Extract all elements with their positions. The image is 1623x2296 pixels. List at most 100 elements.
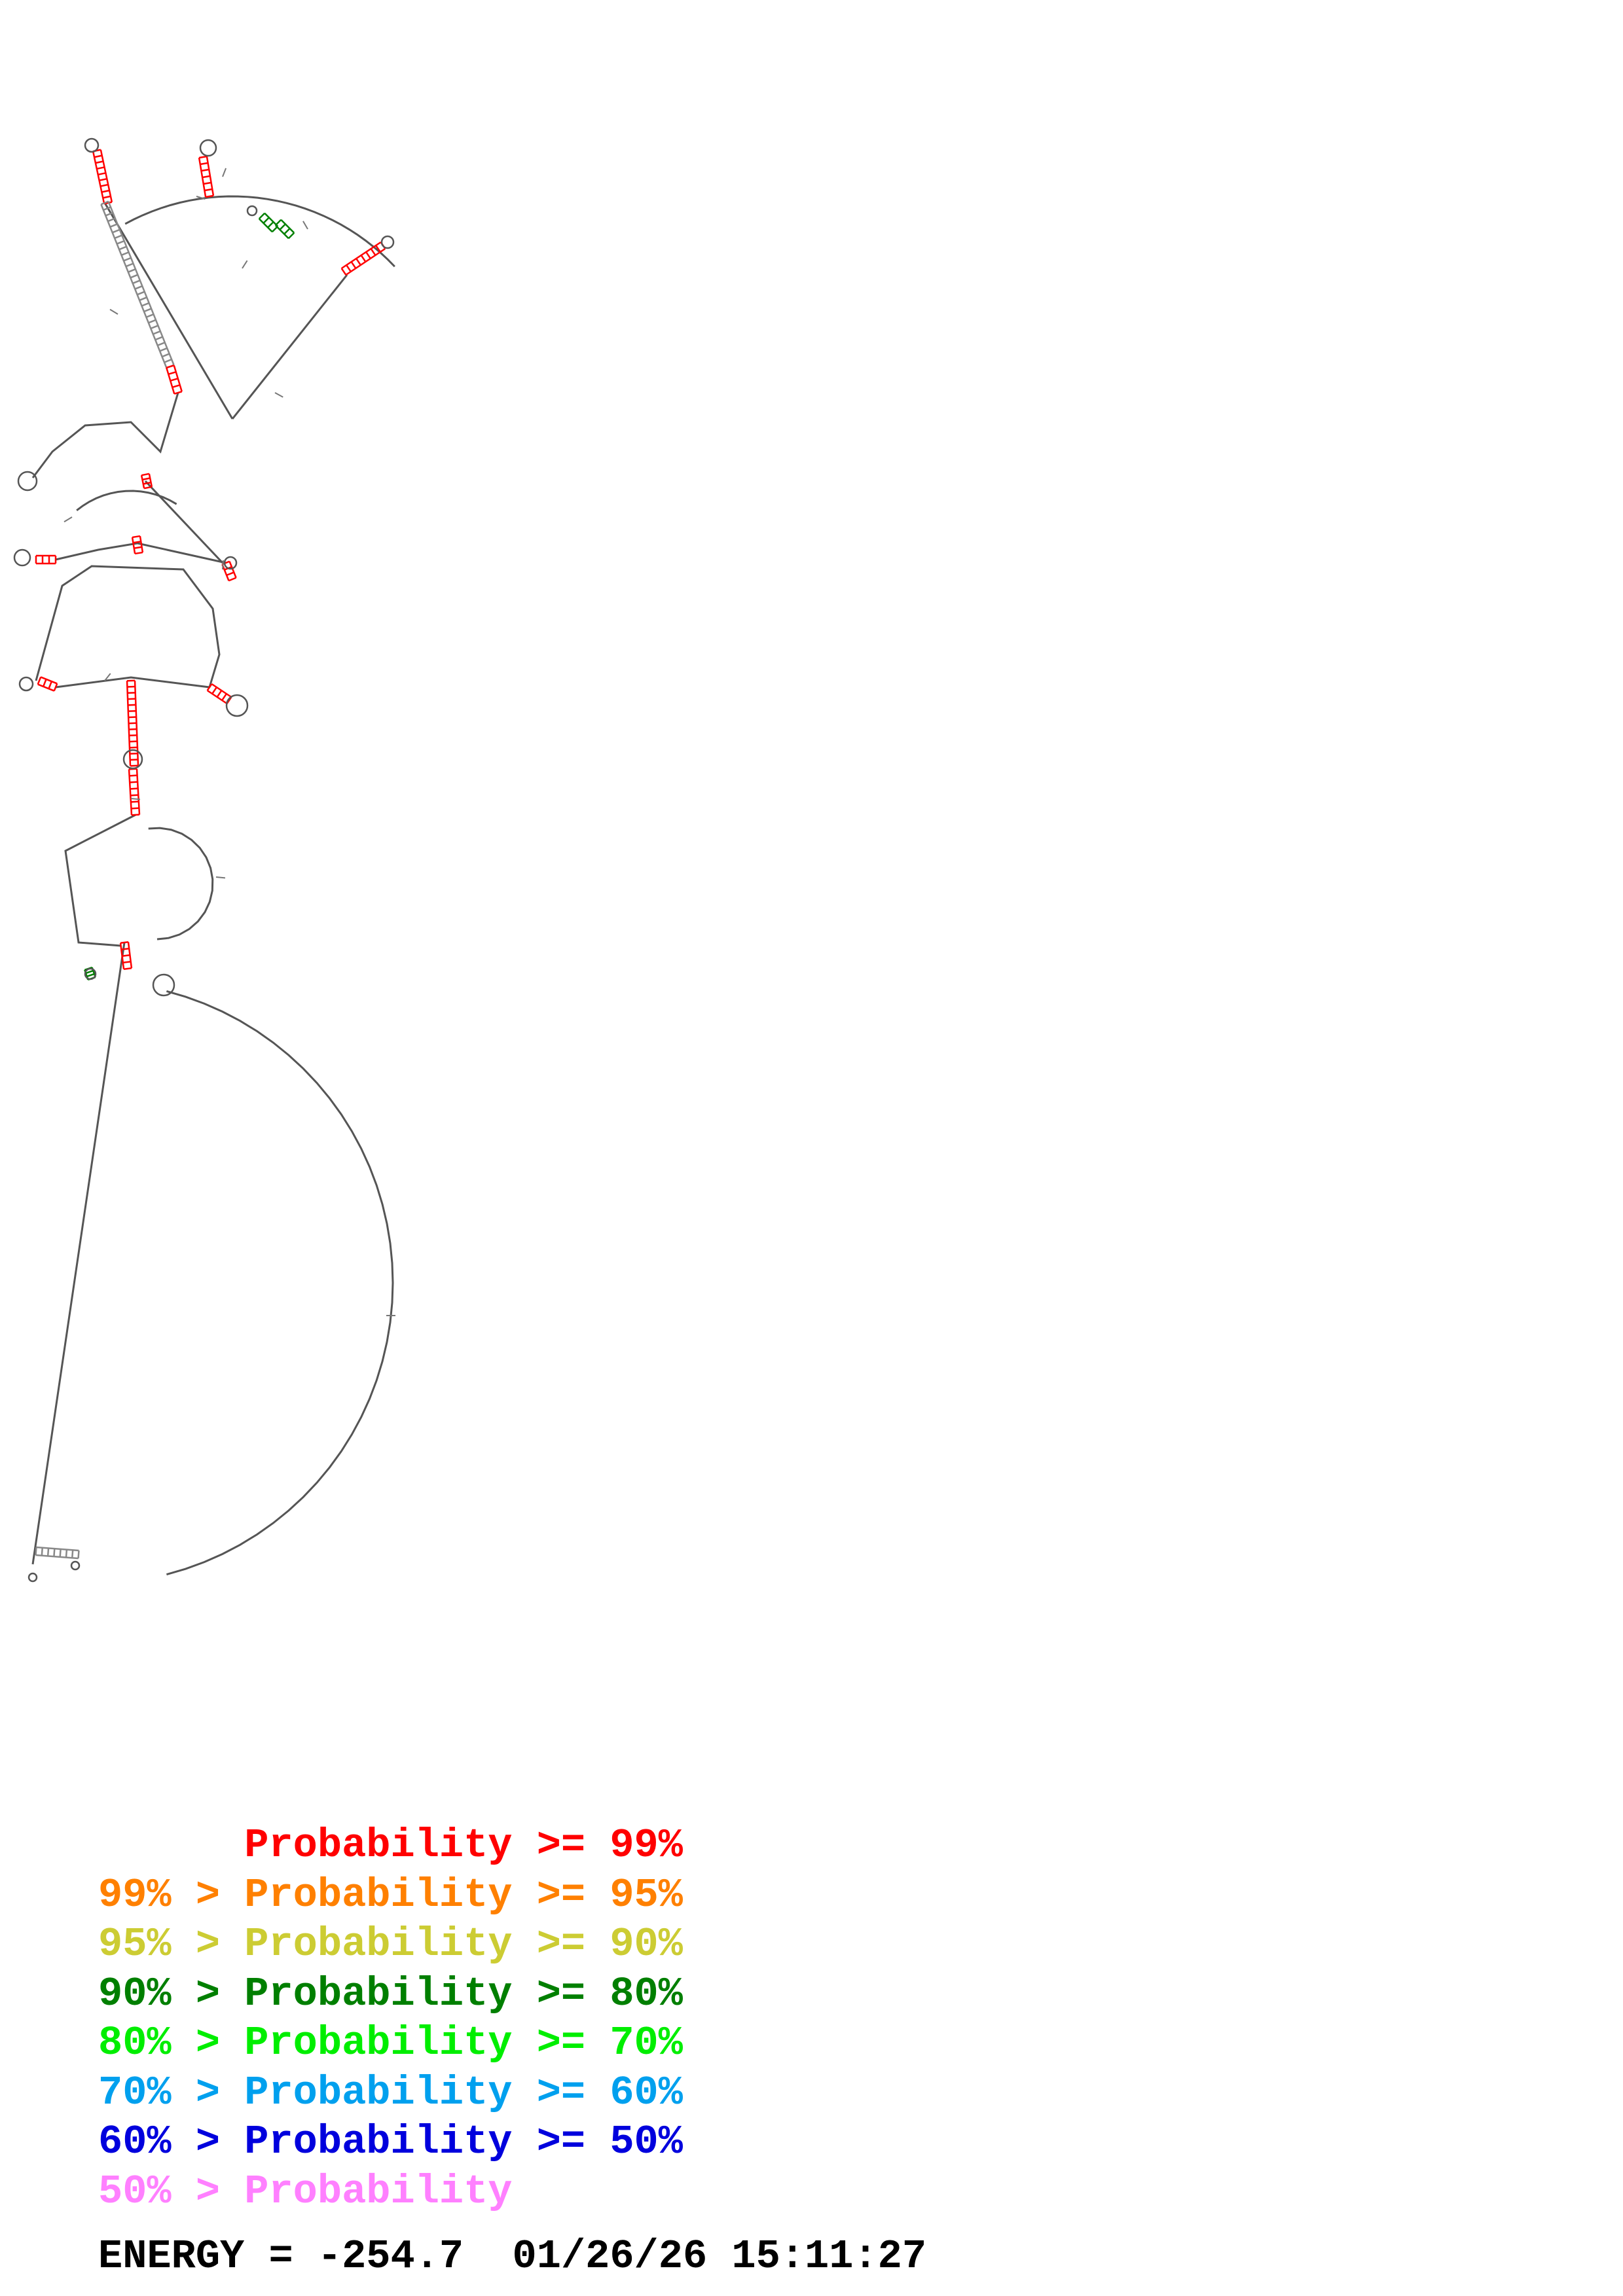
base-tick: [274, 392, 283, 398]
stem-lower-left-pair: [37, 676, 42, 685]
base-tick: [104, 673, 111, 681]
stem-top-trunk-pair: [143, 308, 152, 313]
stem-mid-right-pair: [226, 571, 234, 577]
legend-row: 70% > Probability >= 60%: [98, 2068, 683, 2118]
stem-lower-left-strand-a: [37, 683, 55, 692]
loop2-left: [31, 392, 179, 478]
hairpin-lower-left: [18, 676, 34, 692]
stem-bottom-center-pair: [122, 954, 130, 957]
stem-top-right-pair: [350, 261, 357, 269]
legend-row-prefix: [98, 1822, 244, 1869]
stem-central-column-upper-strand-a: [126, 681, 132, 766]
top-fan-right-edge: [231, 274, 348, 420]
stem-top-trunk-pair: [120, 251, 130, 256]
stem-top-mid-pair: [203, 181, 211, 185]
hairpin-bottom-left: [84, 967, 97, 980]
stem-top-right-pair: [346, 264, 352, 272]
stem-mid-center-strand-b: [139, 535, 144, 553]
rna-secondary-structure-diagram: [13, 137, 395, 1583]
stem-central-column-lower-pair: [130, 794, 139, 797]
hairpin-end: [27, 1572, 38, 1583]
stem-bottom-center-pair: [122, 961, 131, 963]
bottom-ring-right: [148, 827, 214, 941]
stem-top-trunk-pair: [130, 274, 138, 279]
legend-row-prefix-text: 50% >: [98, 2168, 245, 2215]
stem-top-left-pair: [94, 154, 103, 158]
stem-central-column-lower-strand-a: [128, 769, 133, 816]
base-tick: [215, 876, 226, 879]
stem-lower-right-pair: [221, 693, 227, 701]
stem-top-small-2-pair: [283, 228, 291, 235]
hairpin-end-small: [70, 1560, 81, 1571]
top-fan-arc: [124, 195, 395, 268]
stem-mid-center-strand-a: [131, 537, 136, 554]
legend-row: 99% > Probability >= 95%: [98, 1871, 683, 1920]
stem-lower-right-pair: [211, 687, 217, 694]
helix-stems: [35, 149, 386, 1560]
stem-top-trunk-pair: [159, 347, 168, 352]
stem-top-trunk-pair: [157, 342, 166, 346]
stem-top-trunk-pair: [117, 240, 125, 245]
stem-mid-center-pair: [134, 551, 143, 555]
stem-top-left-strand-b: [100, 149, 113, 203]
stem-top-small-1-pair: [258, 212, 266, 220]
stem-top-right-pair: [360, 255, 367, 262]
stem-top-trunk-pair: [103, 206, 111, 211]
stem-top-small-2-pair: [287, 232, 295, 240]
stem-loop2-strand-a: [140, 475, 145, 489]
multiloop-lower-ring: [35, 565, 221, 688]
stem-central-column-lower-pair: [131, 807, 139, 810]
stem-end-strand-a: [35, 1554, 79, 1560]
stem-bottom-left-pair: [86, 973, 95, 978]
stem-top-mid-pair: [205, 194, 214, 198]
stem-top-small-1-strand-a: [258, 218, 273, 233]
legend-row-label: Probability >= 95%: [244, 1871, 683, 1918]
stem-top-small-1-pair: [267, 221, 274, 228]
stem-top-trunk-pair: [148, 319, 156, 324]
stem-lower-trunk-pair: [168, 371, 177, 375]
stem-top-trunk-pair: [153, 330, 161, 335]
stem-top-trunk-pair: [141, 302, 150, 307]
hairpin-bottom-center: [152, 973, 175, 997]
hairpin-top-left: [84, 137, 100, 153]
stem-end-pair: [59, 1549, 62, 1557]
stem-lower-left-pair: [42, 679, 47, 687]
stem-loop2-pair: [141, 473, 150, 476]
legend-row: 95% > Probability >= 90%: [98, 1920, 683, 1969]
base-tick: [130, 798, 141, 800]
stem-lower-trunk-pair: [173, 391, 183, 395]
long-strand: [31, 942, 126, 1565]
stem-bottom-center-pair: [121, 948, 130, 950]
stem-top-trunk-pair: [155, 336, 163, 341]
legend-row: 80% > Probability >= 70%: [98, 2018, 683, 2068]
energy-value: -254.7: [317, 2233, 464, 2280]
hairpin-top-right: [380, 235, 395, 249]
base-tick: [302, 221, 308, 230]
stem-top-left-pair: [99, 177, 107, 181]
stem-top-trunk-pair: [112, 228, 120, 234]
energy-timestamp: 01/26/26 15:11:27: [512, 2233, 927, 2280]
loop2-right-edge: [144, 480, 224, 564]
stem-top-trunk-pair: [100, 200, 109, 206]
stem-top-left-pair: [96, 166, 105, 170]
hairpin-loops: [13, 137, 395, 1583]
stem-end-pair: [65, 1549, 68, 1558]
stem-end-pair: [71, 1550, 74, 1558]
stem-central-column-lower-pair: [130, 781, 138, 783]
stem-top-trunk-pair: [132, 279, 141, 285]
stem-top-trunk-pair: [145, 314, 155, 318]
hairpin-lower-right: [225, 694, 249, 717]
stem-lower-trunk-pair: [170, 378, 179, 382]
legend-row-label: Probability >= 80%: [244, 1970, 683, 2017]
legend-row-label: Probability >= 50%: [244, 2119, 683, 2165]
stem-top-right-pair: [356, 258, 361, 266]
stem-mid-center-pair: [132, 535, 141, 539]
stem-top-right-pair: [340, 268, 347, 276]
stem-top-trunk-pair: [114, 234, 122, 240]
stem-lower-left-pair: [48, 681, 53, 689]
legend-row-label: Probability: [244, 2168, 513, 2215]
stem-top-mid-pair: [198, 155, 208, 159]
legend-row-label: Probability >= 99%: [244, 1822, 683, 1869]
base-tick: [196, 196, 206, 200]
stem-top-right-pair: [365, 251, 371, 259]
